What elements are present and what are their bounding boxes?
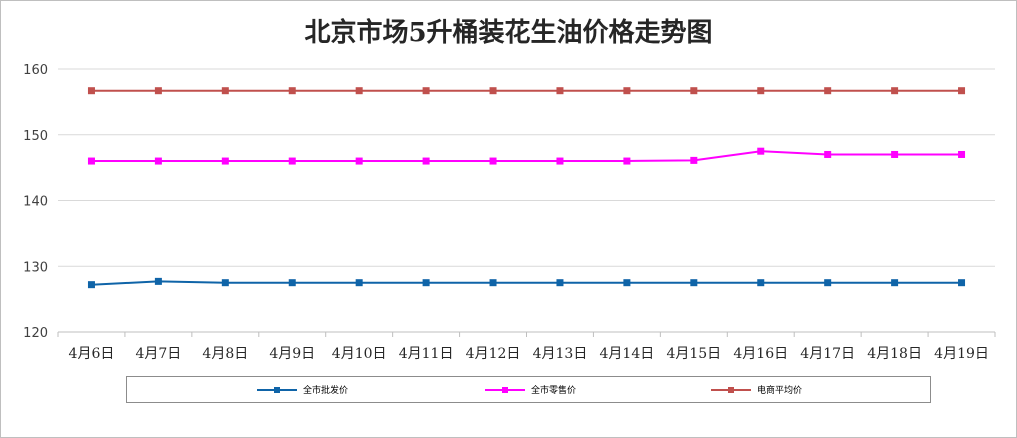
series-2-point-6	[489, 87, 497, 95]
chart-title: 北京市场5升桶装花生油价格走势图	[304, 18, 713, 48]
series-1-point-13	[958, 150, 966, 158]
series-1-point-8	[623, 157, 631, 165]
series-2-point-4	[355, 87, 363, 95]
series-0-point-0	[87, 281, 95, 289]
series-1-point-9	[690, 156, 698, 164]
series-1-point-11	[824, 150, 832, 158]
series-2-point-12	[891, 87, 899, 95]
x-tick-label-11: 4月17日	[800, 346, 855, 362]
series-1-point-0	[87, 157, 95, 165]
series-2-point-8	[623, 87, 631, 95]
series-0-point-3	[288, 279, 296, 287]
y-tick-label-150: 150	[23, 129, 48, 144]
series-0-point-13	[958, 279, 966, 287]
series-0-point-9	[690, 279, 698, 287]
x-tick-label-0: 4月6日	[69, 346, 115, 362]
series-line-0	[91, 280, 962, 286]
series-2-point-10	[757, 87, 765, 95]
x-tick-label-2: 4月8日	[202, 346, 248, 362]
series-1-point-5	[422, 157, 430, 165]
series-0-point-7	[556, 279, 564, 287]
legend-item-retail: 全市零售价	[485, 377, 576, 402]
x-tick-label-10: 4月16日	[733, 346, 788, 362]
series-0-point-5	[422, 279, 430, 287]
series-0-point-8	[623, 279, 631, 287]
x-tick-label-1: 4月7日	[135, 346, 181, 362]
series-2-point-3	[288, 87, 296, 95]
series-1-point-3	[288, 157, 296, 165]
series-0-point-10	[757, 279, 765, 287]
x-tick-label-13: 4月19日	[934, 346, 989, 362]
y-tick-label-160: 160	[23, 63, 48, 78]
series-line-1	[91, 150, 962, 162]
series-1-point-6	[489, 157, 497, 165]
series-2-point-11	[824, 87, 832, 95]
legend-swatch-ecommerce	[711, 385, 751, 395]
legend: 全市批发价 全市零售价 电商平均价	[126, 376, 931, 403]
series-2-point-7	[556, 87, 564, 95]
series-2-point-5	[422, 87, 430, 95]
legend-swatch-wholesale	[257, 385, 297, 395]
series-0-point-12	[891, 279, 899, 287]
x-tick-label-7: 4月13日	[533, 346, 588, 362]
x-tick-label-12: 4月18日	[867, 346, 922, 362]
y-tick-label-130: 130	[23, 260, 48, 275]
y-tick-label-120: 120	[23, 326, 48, 341]
legend-item-ecommerce: 电商平均价	[711, 377, 802, 402]
series-2-point-2	[221, 87, 229, 95]
series-0-point-2	[221, 279, 229, 287]
x-tick-label-9: 4月15日	[666, 346, 721, 362]
x-tick-label-3: 4月9日	[269, 346, 315, 362]
series-1-point-7	[556, 157, 564, 165]
series-0-point-1	[154, 277, 162, 285]
series-2-point-1	[154, 87, 162, 95]
x-tick-label-5: 4月11日	[399, 346, 454, 362]
series-0-point-4	[355, 279, 363, 287]
x-tick-label-4: 4月10日	[332, 346, 387, 362]
series-0-point-11	[824, 279, 832, 287]
series-1-point-4	[355, 157, 363, 165]
legend-label-retail: 全市零售价	[531, 386, 577, 396]
series-2-point-0	[87, 87, 95, 95]
series-1-point-10	[757, 147, 765, 155]
x-tick-label-6: 4月12日	[466, 346, 521, 362]
series-1-point-2	[221, 157, 229, 165]
legend-swatch-retail	[485, 385, 525, 395]
series-1-point-12	[891, 150, 899, 158]
series-0-point-6	[489, 279, 497, 287]
series-1-point-1	[154, 157, 162, 165]
legend-item-wholesale: 全市批发价	[257, 377, 348, 402]
x-tick-label-8: 4月14日	[600, 346, 655, 362]
legend-label-ecommerce: 电商平均价	[757, 386, 803, 396]
y-tick-label-140: 140	[23, 195, 48, 210]
legend-label-wholesale: 全市批发价	[303, 386, 349, 396]
series-2-point-9	[690, 87, 698, 95]
series-2-point-13	[958, 87, 966, 95]
